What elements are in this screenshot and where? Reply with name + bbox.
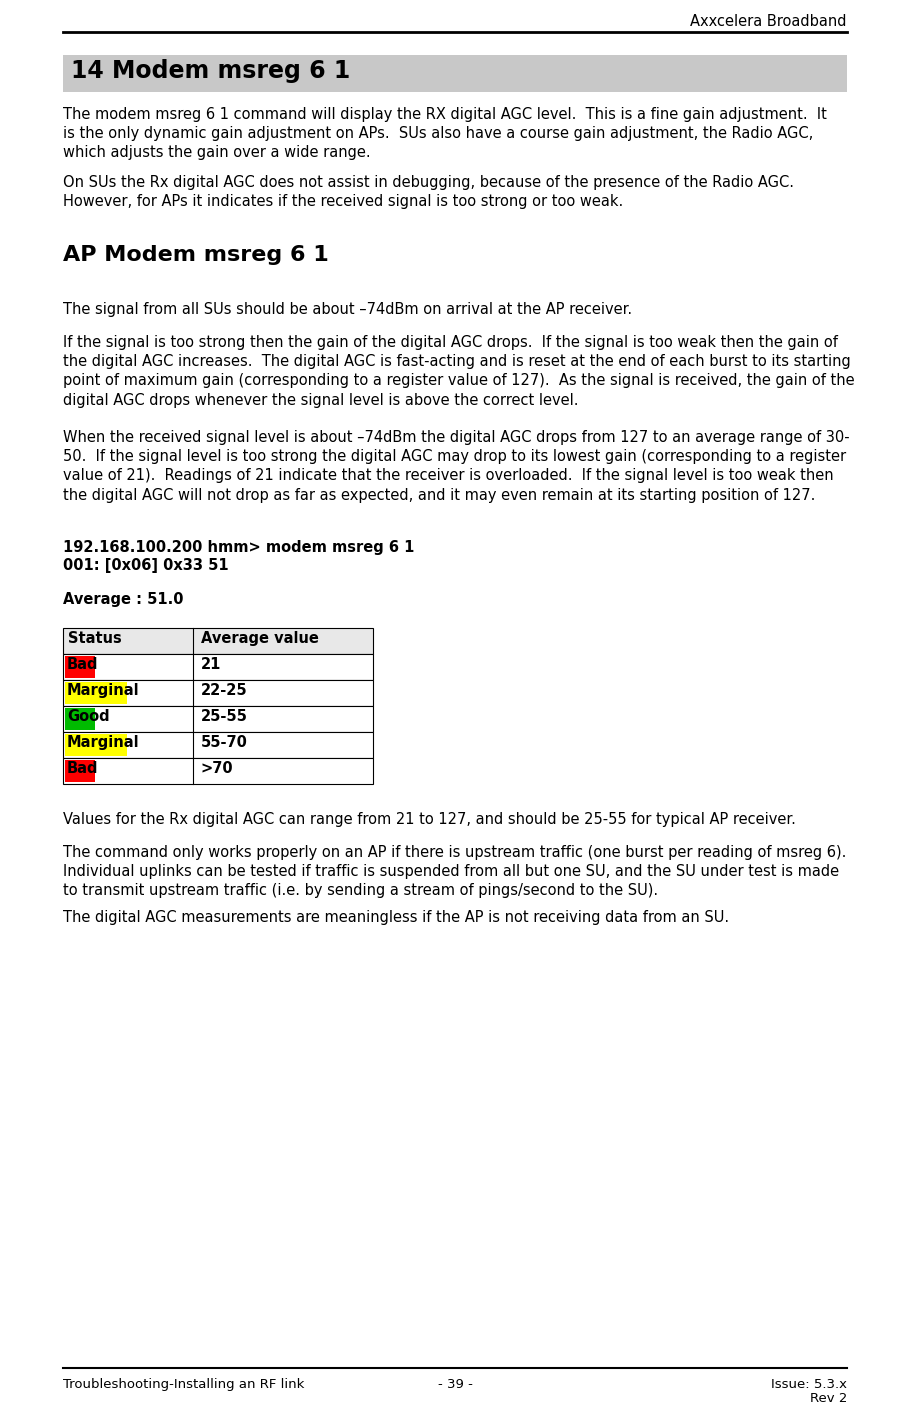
Bar [65, 656, 95, 678]
Text: Bad: Bad [67, 761, 98, 776]
Bar [63, 628, 373, 654]
Text: On SUs the Rx digital AGC does not assist in debugging, because of the presence : On SUs the Rx digital AGC does not assis… [63, 176, 794, 209]
Text: The signal from all SUs should be about –74dBm on arrival at the AP receiver.: The signal from all SUs should be about … [63, 302, 632, 317]
Text: Good: Good [67, 709, 109, 724]
Bar [63, 731, 373, 758]
Text: When the received signal level is about –74dBm the digital AGC drops from 127 to: When the received signal level is about … [63, 430, 850, 503]
Text: AP Modem msreg 6 1: AP Modem msreg 6 1 [63, 246, 329, 265]
Text: Marginal: Marginal [67, 736, 139, 750]
Bar [63, 706, 373, 731]
Text: Status: Status [68, 630, 122, 646]
Text: Values for the Rx digital AGC can range from 21 to 127, and should be 25-55 for : Values for the Rx digital AGC can range … [63, 812, 796, 827]
Text: If the signal is too strong then the gain of the digital AGC drops.  If the sign: If the signal is too strong then the gai… [63, 336, 854, 407]
Text: 14 Modem msreg 6 1: 14 Modem msreg 6 1 [71, 59, 350, 83]
Bar [65, 682, 127, 703]
Bar [65, 734, 127, 755]
Text: Axxcelera Broadband: Axxcelera Broadband [691, 14, 847, 29]
Text: Average value: Average value [201, 630, 318, 646]
Bar [63, 758, 373, 783]
Bar [65, 708, 95, 730]
Text: 55-70: 55-70 [201, 736, 248, 750]
Bar [63, 55, 847, 93]
Text: Issue: 5.3.x: Issue: 5.3.x [771, 1377, 847, 1391]
Bar [65, 760, 95, 782]
Text: The modem msreg 6 1 command will display the RX digital AGC level.  This is a fi: The modem msreg 6 1 command will display… [63, 107, 827, 160]
Text: - 39 -: - 39 - [438, 1377, 472, 1391]
Text: Rev 2: Rev 2 [810, 1391, 847, 1404]
Text: 25-55: 25-55 [201, 709, 248, 724]
Text: 21: 21 [201, 657, 221, 673]
Text: 22-25: 22-25 [201, 682, 248, 698]
Text: Bad: Bad [67, 657, 98, 673]
Text: The command only works properly on an AP if there is upstream traffic (one burst: The command only works properly on an AP… [63, 845, 846, 899]
Text: 192.168.100.200 hmm> modem msreg 6 1: 192.168.100.200 hmm> modem msreg 6 1 [63, 541, 414, 555]
Text: The digital AGC measurements are meaningless if the AP is not receiving data fro: The digital AGC measurements are meaning… [63, 910, 729, 925]
Bar [63, 654, 373, 680]
Bar [63, 680, 373, 706]
Text: Troubleshooting-Installing an RF link: Troubleshooting-Installing an RF link [63, 1377, 304, 1391]
Text: >70: >70 [201, 761, 234, 776]
Text: 001: [0x06] 0x33 51: 001: [0x06] 0x33 51 [63, 557, 228, 573]
Text: Marginal: Marginal [67, 682, 139, 698]
Text: Average : 51.0: Average : 51.0 [63, 592, 184, 607]
